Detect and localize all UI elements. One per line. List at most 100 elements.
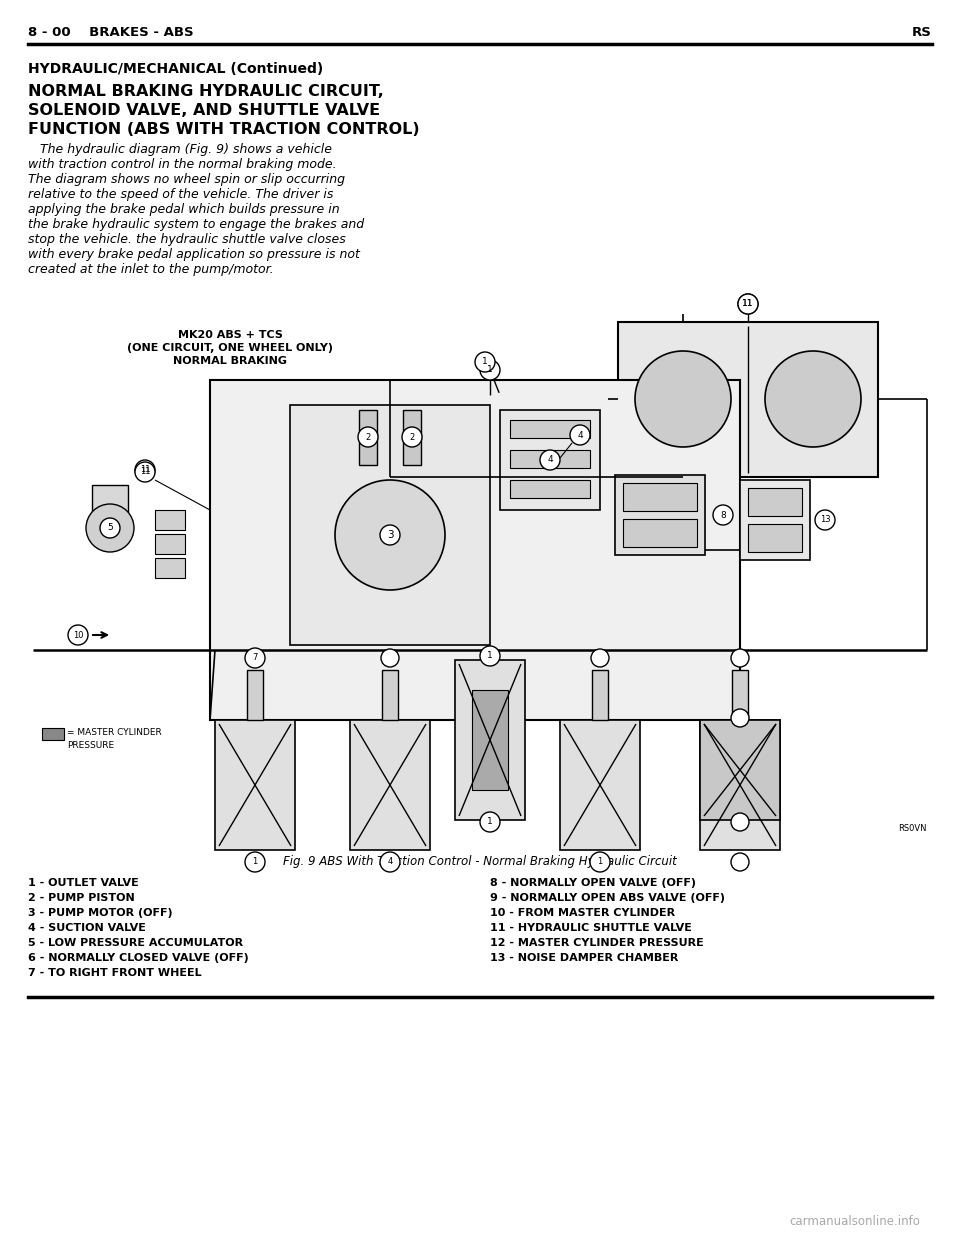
Circle shape <box>570 425 590 445</box>
Bar <box>359 410 377 465</box>
Circle shape <box>540 450 560 469</box>
Text: MK20 ABS + TCS: MK20 ABS + TCS <box>178 330 282 340</box>
Bar <box>510 450 590 468</box>
Text: 11: 11 <box>140 467 151 477</box>
Bar <box>700 720 780 850</box>
Text: 8 - 00    BRAKES - ABS: 8 - 00 BRAKES - ABS <box>28 26 194 39</box>
Text: 11 - HYDRAULIC SHUTTLE VALVE: 11 - HYDRAULIC SHUTTLE VALVE <box>490 923 692 933</box>
Bar <box>623 483 697 510</box>
Bar <box>247 669 263 720</box>
Text: 1: 1 <box>487 652 492 661</box>
Circle shape <box>765 351 861 447</box>
Text: with traction control in the normal braking mode.: with traction control in the normal brak… <box>28 158 337 171</box>
Circle shape <box>738 294 758 314</box>
Circle shape <box>68 625 88 645</box>
Text: HYDRAULIC/MECHANICAL (Continued): HYDRAULIC/MECHANICAL (Continued) <box>28 62 324 76</box>
Bar <box>748 524 802 551</box>
Circle shape <box>335 479 445 590</box>
Bar <box>215 720 295 850</box>
Text: 9 - NORMALLY OPEN ABS VALVE (OFF): 9 - NORMALLY OPEN ABS VALVE (OFF) <box>490 893 725 903</box>
Text: 11: 11 <box>742 299 754 308</box>
Text: 12 - MASTER CYLINDER PRESSURE: 12 - MASTER CYLINDER PRESSURE <box>490 938 704 948</box>
Text: 10: 10 <box>73 631 84 640</box>
Circle shape <box>731 709 749 727</box>
Text: RS: RS <box>912 26 932 39</box>
Bar <box>510 479 590 498</box>
Bar <box>623 519 697 546</box>
Bar <box>592 669 608 720</box>
Circle shape <box>591 650 609 667</box>
Circle shape <box>100 518 120 538</box>
Text: 7: 7 <box>252 653 257 662</box>
Text: 4: 4 <box>547 456 553 465</box>
Text: 1: 1 <box>597 857 603 867</box>
Text: created at the inlet to the pump/motor.: created at the inlet to the pump/motor. <box>28 263 274 276</box>
Text: Fig. 9 ABS With Traction Control - Normal Braking Hydraulic Circuit: Fig. 9 ABS With Traction Control - Norma… <box>283 854 677 868</box>
Circle shape <box>86 504 134 551</box>
Circle shape <box>135 462 155 482</box>
Bar <box>732 669 748 720</box>
Text: (ONE CIRCUIT, ONE WHEEL ONLY): (ONE CIRCUIT, ONE WHEEL ONLY) <box>127 343 333 353</box>
Bar <box>472 691 508 790</box>
Bar <box>700 720 780 820</box>
Bar <box>455 660 525 820</box>
Text: PRESSURE: PRESSURE <box>67 741 114 750</box>
Text: = MASTER CYLINDER: = MASTER CYLINDER <box>67 728 161 737</box>
Bar <box>42 728 64 740</box>
Circle shape <box>380 852 400 872</box>
Text: 5: 5 <box>108 523 113 533</box>
Circle shape <box>380 525 400 545</box>
Text: 10 - FROM MASTER CYLINDER: 10 - FROM MASTER CYLINDER <box>490 908 675 918</box>
Text: 7 - TO RIGHT FRONT WHEEL: 7 - TO RIGHT FRONT WHEEL <box>28 968 202 977</box>
Circle shape <box>480 646 500 666</box>
Text: FUNCTION (ABS WITH TRACTION CONTROL): FUNCTION (ABS WITH TRACTION CONTROL) <box>28 122 420 137</box>
Bar <box>350 720 430 850</box>
Circle shape <box>731 650 749 667</box>
Circle shape <box>713 505 733 525</box>
Text: 1: 1 <box>482 358 488 366</box>
Bar <box>615 474 705 555</box>
Bar <box>740 479 810 560</box>
Text: RS0VN: RS0VN <box>899 823 927 833</box>
Text: 6 - NORMALLY CLOSED VALVE (OFF): 6 - NORMALLY CLOSED VALVE (OFF) <box>28 953 249 963</box>
Text: 4: 4 <box>577 431 583 440</box>
Text: 5 - LOW PRESSURE ACCUMULATOR: 5 - LOW PRESSURE ACCUMULATOR <box>28 938 243 948</box>
Circle shape <box>475 351 495 373</box>
Bar <box>92 484 128 513</box>
Circle shape <box>402 427 422 447</box>
Bar <box>382 669 398 720</box>
Circle shape <box>590 852 610 872</box>
Text: 4: 4 <box>388 857 393 867</box>
Bar <box>210 380 740 720</box>
Circle shape <box>731 814 749 831</box>
Text: with every brake pedal application so pressure is not: with every brake pedal application so pr… <box>28 248 360 261</box>
Circle shape <box>480 360 500 380</box>
Bar <box>748 488 802 515</box>
Text: carmanualsonline.info: carmanualsonline.info <box>789 1215 920 1228</box>
Bar <box>155 558 185 578</box>
Text: 4 - SUCTION VALVE: 4 - SUCTION VALVE <box>28 923 146 933</box>
Bar <box>500 410 600 510</box>
Text: NORMAL BRAKING: NORMAL BRAKING <box>173 356 287 366</box>
Text: 8 - NORMALLY OPEN VALVE (OFF): 8 - NORMALLY OPEN VALVE (OFF) <box>490 878 696 888</box>
Text: The diagram shows no wheel spin or slip occurring: The diagram shows no wheel spin or slip … <box>28 173 345 186</box>
Text: 8: 8 <box>720 510 726 519</box>
Text: 2: 2 <box>366 432 371 441</box>
Text: 2 - PUMP PISTON: 2 - PUMP PISTON <box>28 893 134 903</box>
Circle shape <box>245 648 265 668</box>
Circle shape <box>480 812 500 832</box>
Bar <box>155 534 185 554</box>
Circle shape <box>245 852 265 872</box>
Text: 13 - NOISE DAMPER CHAMBER: 13 - NOISE DAMPER CHAMBER <box>490 953 679 963</box>
Text: The hydraulic diagram (Fig. 9) shows a vehicle: The hydraulic diagram (Fig. 9) shows a v… <box>28 143 332 156</box>
Circle shape <box>635 351 731 447</box>
Text: 13: 13 <box>820 515 830 524</box>
Text: 1: 1 <box>487 817 492 826</box>
Bar <box>290 405 490 645</box>
Bar <box>403 410 421 465</box>
Text: 3 - PUMP MOTOR (OFF): 3 - PUMP MOTOR (OFF) <box>28 908 173 918</box>
Text: 11: 11 <box>742 299 754 308</box>
Text: the brake hydraulic system to engage the brakes and: the brake hydraulic system to engage the… <box>28 219 364 231</box>
Bar <box>155 510 185 530</box>
Bar <box>510 420 590 438</box>
